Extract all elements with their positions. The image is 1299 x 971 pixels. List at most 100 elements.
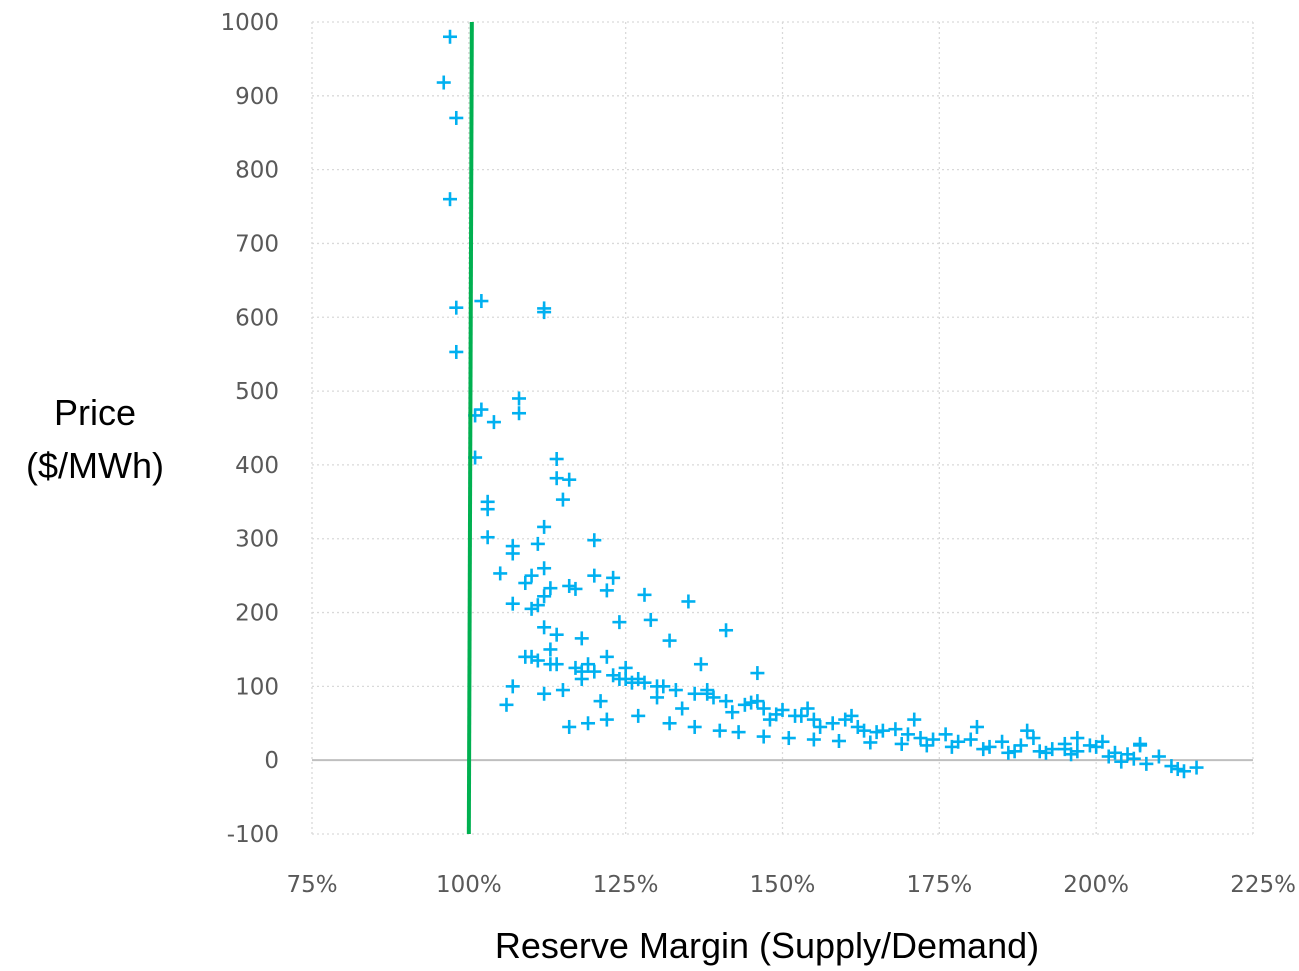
data-point [825, 716, 840, 731]
data-point [562, 472, 577, 487]
data-point [1001, 745, 1016, 760]
data-point [543, 642, 558, 657]
data-point [1070, 731, 1085, 746]
data-point [436, 75, 451, 90]
y-axis-title-line-2: ($/MWh) [26, 445, 164, 486]
data-point [537, 305, 552, 320]
x-tick-label: 150% [750, 872, 816, 898]
data-point [1114, 754, 1129, 769]
data-point [700, 686, 715, 701]
y-tick-label: 800 [235, 158, 279, 184]
x-tick-label: 100% [436, 872, 502, 898]
data-point [612, 671, 627, 686]
data-point [574, 631, 589, 646]
data-point [1070, 744, 1085, 759]
data-point [1126, 751, 1141, 766]
data-point [1064, 747, 1079, 762]
data-point [869, 725, 884, 740]
data-point [938, 727, 953, 742]
data-point [537, 519, 552, 534]
reference-line-group [466, 21, 474, 835]
data-point [612, 615, 627, 630]
data-point [581, 657, 596, 672]
data-point [1133, 736, 1148, 751]
data-point [788, 708, 803, 723]
data-point [894, 736, 909, 751]
data-point [982, 739, 997, 754]
data-point [662, 716, 677, 731]
data-point [587, 568, 602, 583]
data-point [806, 732, 821, 747]
data-point [449, 300, 464, 315]
data-point [537, 561, 552, 576]
data-point [1020, 723, 1035, 738]
data-point [505, 596, 520, 611]
data-point [1139, 756, 1154, 771]
data-point [474, 402, 489, 417]
data-point [631, 708, 646, 723]
data-point [650, 679, 665, 694]
y-tick-label: -100 [227, 822, 279, 848]
data-point [555, 683, 570, 698]
data-point [549, 471, 564, 486]
data-point [781, 731, 796, 746]
data-point [568, 581, 583, 596]
data-point [505, 679, 520, 694]
data-point [587, 533, 602, 548]
data-point [606, 570, 621, 585]
y-tick-label: 900 [235, 84, 279, 110]
data-point [919, 738, 934, 753]
data-point [800, 701, 815, 716]
x-tick-label: 75% [286, 872, 337, 898]
data-point [512, 391, 527, 406]
data-point [756, 701, 771, 716]
data-point [599, 583, 614, 598]
data-point [512, 406, 527, 421]
data-point [1164, 759, 1179, 774]
data-point [863, 735, 878, 750]
data-point [1026, 731, 1041, 746]
data-points [436, 29, 1204, 779]
x-tick-label: 125% [593, 872, 659, 898]
data-point [907, 712, 922, 727]
x-axis-title: Reserve Margin (Supply/Demand) [495, 925, 1039, 966]
data-point [1189, 760, 1204, 775]
data-point [599, 649, 614, 664]
y-axis-title-line-1: Price [54, 392, 136, 433]
data-point [593, 694, 608, 709]
data-point [637, 675, 652, 690]
data-point [725, 705, 740, 720]
data-point [549, 627, 564, 642]
data-point [524, 649, 539, 664]
data-point [719, 623, 734, 638]
y-tick-label: 400 [235, 453, 279, 479]
data-point [712, 723, 727, 738]
y-tick-label: 600 [235, 305, 279, 331]
data-point [443, 192, 458, 207]
data-point [1176, 764, 1191, 779]
data-point [888, 722, 903, 737]
data-point [1151, 749, 1166, 764]
data-point [731, 725, 746, 740]
data-point [769, 707, 784, 722]
data-point [875, 723, 890, 738]
data-point [499, 697, 514, 712]
data-point [443, 29, 458, 44]
x-tick-label: 175% [906, 872, 972, 898]
data-point [581, 716, 596, 731]
data-point [474, 294, 489, 309]
y-tick-label: 200 [235, 601, 279, 627]
data-point [637, 587, 652, 602]
data-point [562, 719, 577, 734]
data-point [549, 452, 564, 467]
data-point [543, 657, 558, 672]
y-tick-label: 700 [235, 231, 279, 257]
y-tick-label: 500 [235, 379, 279, 405]
y-tick-label: 300 [235, 527, 279, 553]
data-point [913, 731, 928, 746]
data-point [850, 719, 865, 734]
data-point [750, 694, 765, 709]
data-point [599, 712, 614, 727]
data-point [518, 576, 533, 591]
